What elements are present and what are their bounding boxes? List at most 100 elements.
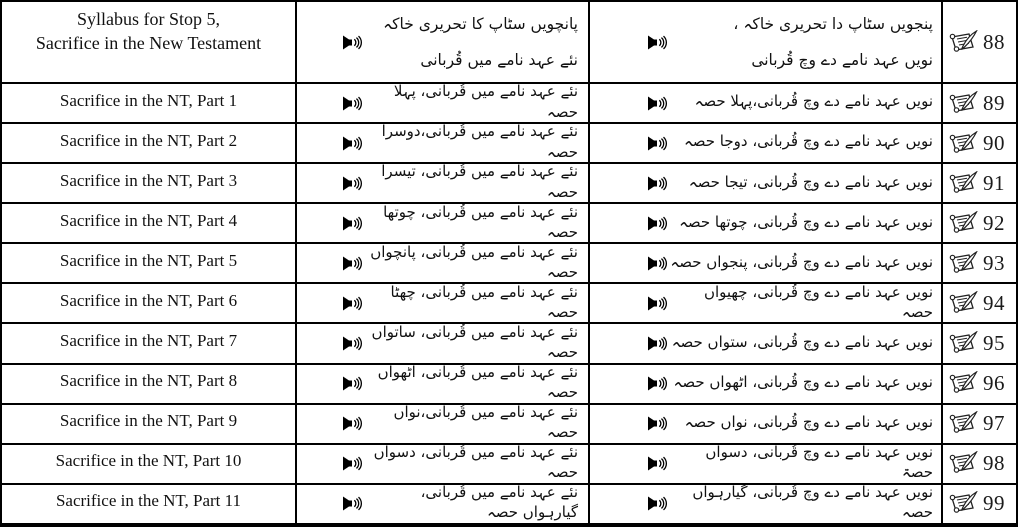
punjabi-audio-cell: پنجویں سٹاپ دا تحریری خاکہ ، نویں عہد نا…	[590, 2, 943, 82]
urdu-audio-speaker-icon[interactable]	[343, 456, 365, 471]
urdu-text: نئے عہد نامے میں قُربانی، چھٹا حصہ	[390, 284, 579, 321]
punjabi-audio-speaker-icon[interactable]	[648, 176, 670, 191]
lesson-number-cell: 96	[943, 365, 1016, 403]
punjabi-text: نویں عہد نامے دے وچ قُربانی، ستواں حصہ	[671, 332, 933, 351]
urdu-audio-speaker-icon[interactable]	[343, 216, 365, 231]
english-title: Sacrifice in the NT, Part 9	[59, 411, 238, 431]
urdu-audio-speaker-icon[interactable]	[343, 336, 365, 351]
punjabi-audio-cell: نویں عہد نامے دے وچ قُربانی، دوجا حصہ	[590, 124, 943, 163]
punjabi-audio-cell: نویں عہد نامے دے وچ قُربانی، گیارہواں حص…	[590, 484, 943, 523]
urdu-header-line1: پانچویں سٹاپ کا تحریری خاکہ	[383, 14, 578, 33]
urdu-audio-speaker-icon[interactable]	[343, 136, 365, 151]
punjabi-audio-speaker-icon[interactable]	[648, 336, 670, 351]
punjabi-audio-speaker-icon[interactable]	[648, 216, 670, 231]
english-title: Sacrifice in the NT, Part 11	[55, 491, 242, 511]
scroll-quill-icon[interactable]	[948, 90, 978, 116]
english-title: Sacrifice in the NT, Part 7	[59, 331, 238, 350]
urdu-text: نئے عہد نامے میں قُربانی، پہلا حصہ	[393, 84, 578, 121]
english-title-cell: Sacrifice in the NT, Part 10	[2, 444, 297, 483]
punjabi-audio-speaker-icon[interactable]	[648, 96, 670, 111]
english-title: Sacrifice in the NT, Part 4	[59, 210, 238, 230]
english-title-cell: Sacrifice in the NT, Part 1	[2, 84, 297, 123]
lesson-number: 93	[983, 250, 1005, 275]
punjabi-audio-speaker-icon[interactable]	[648, 296, 670, 311]
scroll-quill-icon[interactable]	[948, 29, 978, 55]
urdu-audio-cell: نئے عہد نامے میں قُربانی، ساتواں حصہ	[297, 324, 590, 363]
scroll-quill-icon[interactable]	[948, 290, 978, 316]
english-title-cell: Sacrifice in the NT, Part 3	[2, 164, 297, 203]
lesson-number-cell: 95	[943, 324, 1016, 362]
scroll-quill-icon[interactable]	[948, 451, 978, 476]
punjabi-audio-speaker-icon[interactable]	[648, 456, 670, 471]
punjabi-audio-speaker-icon[interactable]	[648, 256, 670, 271]
punjabi-audio-speaker-icon[interactable]	[648, 496, 670, 511]
urdu-audio-speaker-icon[interactable]	[343, 176, 365, 191]
urdu-audio-cell: نئے عہد نامے میں قُربانی، پانچواں حصہ	[297, 244, 590, 283]
punjabi-audio-speaker-icon[interactable]	[648, 376, 670, 391]
lesson-number: 88	[983, 29, 1005, 54]
english-title-cell: Sacrifice in the NT, Part 5	[2, 244, 297, 283]
syllabus-title-cell: Syllabus for Stop 5, Sacrifice in the Ne…	[2, 2, 297, 82]
lesson-number: 91	[983, 170, 1005, 195]
table-row: Sacrifice in the NT, Part 3 نئے عہد نامے…	[2, 164, 1016, 205]
table-row: Sacrifice in the NT, Part 2 نئے عہد نامے…	[2, 124, 1016, 165]
scroll-quill-icon[interactable]	[948, 170, 978, 196]
english-title-cell: Sacrifice in the NT, Part 6	[2, 284, 297, 323]
urdu-text: نئے عہد نامے میں قُربانی،دوسرا حصہ	[381, 124, 578, 161]
scroll-quill-icon[interactable]	[948, 491, 978, 516]
table-row: Sacrifice in the NT, Part 4 نئے عہد نامے…	[2, 204, 1016, 245]
english-title-cell: Sacrifice in the NT, Part 7	[2, 324, 297, 363]
lesson-number-cell: 90	[943, 124, 1016, 162]
urdu-audio-cell: نئے عہد نامے میں قُربانی، آٹھواں حصہ	[297, 364, 590, 403]
english-title: Sacrifice in the NT, Part 2	[59, 130, 238, 150]
table-row: Sacrifice in the NT, Part 7 نئے عہد نامے…	[2, 324, 1016, 365]
table-row: Sacrifice in the NT, Part 10 نئے عہد نام…	[2, 444, 1016, 485]
table-row: Sacrifice in the NT, Part 6 نئے عہد نامے…	[2, 284, 1016, 325]
scroll-quill-icon[interactable]	[948, 411, 978, 436]
urdu-audio-speaker-icon[interactable]	[343, 296, 365, 311]
urdu-audio-cell: نئے عہد نامے میں قُربانی، تیسرا حصہ	[297, 164, 590, 203]
lesson-number-cell: 94	[943, 284, 1016, 322]
lesson-number: 92	[983, 210, 1005, 235]
punjabi-audio-speaker-icon[interactable]	[648, 136, 670, 151]
urdu-text: نئے عہد نامے میں قُربانی، ساتواں حصہ	[371, 324, 578, 362]
urdu-audio-speaker-icon[interactable]	[343, 35, 365, 50]
scroll-quill-icon[interactable]	[948, 371, 978, 396]
urdu-audio-speaker-icon[interactable]	[343, 496, 365, 511]
english-title-cell: Sacrifice in the NT, Part 2	[2, 124, 297, 163]
scroll-quill-icon[interactable]	[948, 130, 978, 156]
punjabi-audio-cell: نویں عہد نامے دے وچ قُربانی، اٹھواں حصہ	[590, 364, 943, 403]
header-row: Syllabus for Stop 5, Sacrifice in the Ne…	[2, 2, 1016, 84]
english-title: Sacrifice in the NT, Part 6	[59, 290, 238, 310]
punjabi-text: نویں عہد نامے دے وچ قُربانی، پنجواں حصہ	[670, 252, 933, 271]
table-row: Sacrifice in the NT, Part 9 نئے عہد نامے…	[2, 404, 1016, 445]
urdu-header-text: پانچویں سٹاپ کا تحریری خاکہ نئے عہد نامے…	[365, 6, 588, 79]
scroll-quill-icon[interactable]	[948, 250, 978, 276]
urdu-audio-speaker-icon[interactable]	[343, 96, 365, 111]
urdu-audio-cell: نئے عہد نامے میں قُربانی، گیارہواں حصہ	[297, 484, 590, 523]
urdu-text: نئے عہد نامے میں قُربانی،نواں حصہ	[393, 404, 578, 442]
urdu-audio-speaker-icon[interactable]	[343, 376, 365, 391]
syllabus-title-line1: Syllabus for Stop 5,	[76, 9, 220, 29]
punjabi-text: نویں عہد نامے دے وچ قُربانی، چوتھا حصہ	[679, 212, 933, 231]
punjabi-text: نویں عہد نامے دے وچ قُربانی، دوجا حصہ	[683, 132, 933, 151]
punjabi-audio-speaker-icon[interactable]	[648, 35, 670, 50]
lesson-number-cell: 97	[943, 405, 1016, 443]
syllabus-title-line2: Sacrifice in the New Testament	[35, 33, 262, 54]
punjabi-audio-speaker-icon[interactable]	[648, 416, 670, 431]
urdu-audio-speaker-icon[interactable]	[343, 416, 365, 431]
urdu-audio-speaker-icon[interactable]	[343, 256, 365, 271]
lesson-number-cell: 89	[943, 84, 1016, 122]
lesson-number: 94	[983, 290, 1005, 315]
urdu-audio-cell: نئے عہد نامے میں قُربانی،نواں حصہ	[297, 404, 590, 443]
scroll-quill-icon[interactable]	[948, 331, 978, 356]
table-row: Sacrifice in the NT, Part 5 نئے عہد نامے…	[2, 244, 1016, 285]
table-row: Sacrifice in the NT, Part 8 نئے عہد نامے…	[2, 364, 1016, 405]
punjabi-header-line2: نویں عہد نامے دے وچ قُربانی	[751, 51, 933, 69]
punjabi-text: نویں عہد نامے دے وچ قُربانی، دسواں حصۃ	[705, 444, 933, 482]
scroll-quill-icon[interactable]	[948, 210, 978, 236]
punjabi-audio-cell: نویں عہد نامے دے وچ قُربانی،پہلا حصہ	[590, 84, 943, 123]
english-title-cell: Sacrifice in the NT, Part 9	[2, 404, 297, 443]
english-title: Sacrifice in the NT, Part 1	[59, 90, 238, 110]
